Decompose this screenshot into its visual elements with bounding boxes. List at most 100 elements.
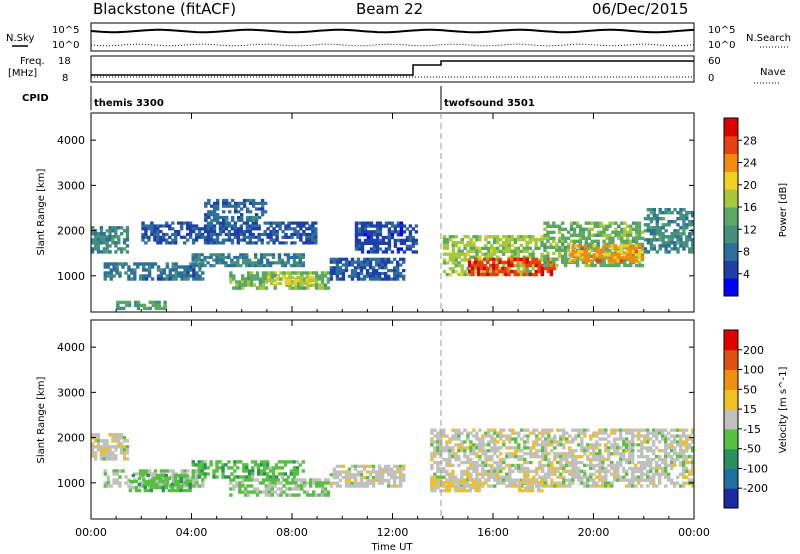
power-cell [314, 286, 319, 290]
power-cell [186, 271, 190, 275]
velocity-cell [571, 460, 575, 465]
velocity-cell [164, 473, 168, 478]
power-cell [350, 257, 355, 261]
power-cell [249, 271, 254, 275]
velocity-cell [496, 481, 500, 485]
velocity-cell [320, 484, 325, 488]
power-cell [393, 230, 398, 234]
velocity-cell [559, 457, 563, 462]
power-cell [688, 238, 692, 242]
velocity-cell [607, 449, 611, 453]
velocity-cell [236, 475, 240, 479]
power-cell [478, 238, 482, 242]
power-cell [212, 224, 217, 228]
velocity-cell [143, 485, 147, 490]
velocity-cell [652, 466, 656, 471]
power-cell [390, 224, 395, 228]
power-cell [144, 268, 149, 272]
velocity-cell [117, 433, 121, 437]
power-cell [198, 268, 202, 272]
velocity-cell [541, 431, 545, 435]
velocity-cell [306, 493, 310, 497]
power-cell [144, 227, 148, 231]
velocity-cell [679, 460, 683, 465]
velocity-cell [667, 475, 671, 479]
power-cell [232, 277, 236, 281]
power-cell [209, 255, 213, 259]
power-cell [168, 268, 172, 272]
velocity-cell [664, 460, 668, 465]
velocity-cell [640, 443, 644, 447]
power-cell [248, 238, 252, 242]
velocity-cell [268, 475, 273, 479]
velocity-cell [601, 475, 605, 479]
power-cell [396, 260, 400, 264]
power-cell [221, 238, 226, 242]
power-cell [275, 235, 279, 239]
power-cell [676, 238, 680, 242]
power-cell [667, 208, 671, 212]
power-cell [308, 224, 312, 228]
velocity-cell [634, 484, 638, 488]
velocity-cell [457, 428, 461, 432]
velocity-cell [643, 440, 647, 444]
velocity-cell [556, 466, 560, 471]
velocity-cell [613, 472, 617, 476]
velocity-cell [235, 481, 239, 485]
power-cell [200, 235, 205, 239]
power-cell [147, 235, 151, 239]
power-cell [572, 221, 577, 225]
velocity-cell [353, 476, 358, 480]
velocity-cell [655, 455, 659, 459]
power-cell [546, 224, 550, 228]
velocity-cell [295, 472, 299, 476]
velocity-cell [484, 452, 488, 456]
power-cell [369, 241, 374, 245]
velocity-cell [255, 478, 260, 482]
power-cell [284, 224, 288, 228]
power-cell [682, 232, 686, 236]
power-cell [679, 226, 683, 230]
power-cell [377, 271, 382, 276]
power-cell [263, 221, 267, 225]
power-cell [248, 230, 252, 234]
velocity-cell [631, 434, 635, 438]
velocity-cell [499, 437, 503, 441]
power-cell [540, 272, 545, 277]
velocity-cell [338, 478, 343, 483]
power-cell [266, 227, 270, 231]
power-cell [91, 232, 95, 236]
velocity-cell [589, 460, 593, 465]
power-cell [290, 235, 294, 239]
power-cell [153, 227, 157, 231]
power-cell [516, 235, 520, 239]
velocity-cell [655, 463, 659, 468]
velocity-cell [371, 481, 376, 485]
power-cell [451, 246, 455, 250]
power-cell [156, 268, 161, 272]
velocity-cell [526, 446, 530, 450]
velocity-cell [595, 455, 599, 459]
velocity-cell [499, 431, 503, 435]
velocity-cell [526, 469, 530, 473]
power-cell [275, 232, 279, 237]
velocity-cell [359, 484, 364, 488]
power-cell [531, 257, 535, 262]
power-cell [378, 241, 383, 245]
power-cell [174, 268, 178, 272]
power-cell [194, 253, 198, 257]
power-cell [460, 264, 464, 268]
velocity-cell [120, 448, 124, 452]
power-cell [637, 227, 642, 231]
power-cell [245, 210, 250, 214]
velocity-cell [625, 449, 629, 453]
power-cell [522, 255, 526, 259]
power-cell [655, 238, 659, 242]
power-cell [375, 227, 380, 231]
velocity-cell [457, 455, 461, 459]
power-cell [112, 274, 116, 278]
velocity-cell [93, 439, 98, 443]
power-cell [537, 238, 541, 242]
velocity-cell [547, 460, 551, 465]
power-cell [411, 227, 415, 231]
